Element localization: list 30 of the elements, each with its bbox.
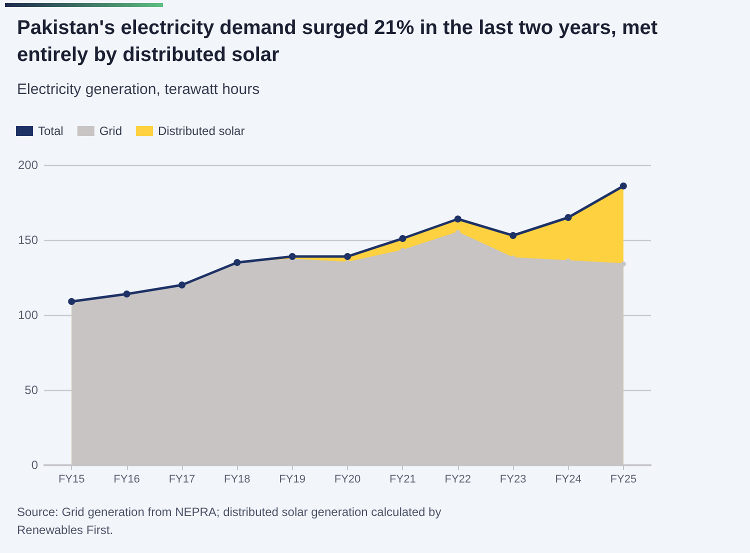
legend-label: Grid xyxy=(99,124,122,138)
y-tick-label: 150 xyxy=(18,233,38,247)
point xyxy=(620,182,627,190)
y-tick-label: 0 xyxy=(31,458,38,472)
x-tick-label: FY20 xyxy=(334,474,361,486)
point xyxy=(564,214,572,221)
x-tick-label: FY22 xyxy=(444,474,472,486)
x-tick-label: FY19 xyxy=(279,474,306,486)
x-tick-label: FY18 xyxy=(224,474,250,486)
chart-title: Pakistan's electricity demand surged 21% in the last two years, met entirely by distributed solar xyxy=(17,16,659,68)
x-tick-label: FY25 xyxy=(610,474,637,486)
y-tick-label: 100 xyxy=(18,308,38,322)
point xyxy=(399,235,406,242)
x-tick-label: FY15 xyxy=(58,474,85,486)
x-tick-label: FY23 xyxy=(500,474,526,486)
source-note: Source: Grid generation from NEPRA; distributed solar generation calculated by Renewables First. xyxy=(17,504,442,539)
point xyxy=(620,262,626,266)
x-tick-label: FY16 xyxy=(114,474,140,486)
legend-label: Total xyxy=(38,124,64,138)
x-tick-label: FY21 xyxy=(390,474,416,486)
y-tick-label: 50 xyxy=(24,383,38,397)
x-tick-label: FY17 xyxy=(168,474,196,486)
y-tick-label: 200 xyxy=(18,158,38,172)
point xyxy=(344,253,351,260)
legend-label: Distributed solar xyxy=(158,124,245,138)
point xyxy=(288,253,296,260)
chart-subtitle: Electricity generation, terawatt hours xyxy=(17,81,260,98)
point xyxy=(510,232,517,239)
point xyxy=(454,216,462,222)
x-tick-label: FY24 xyxy=(555,474,582,486)
